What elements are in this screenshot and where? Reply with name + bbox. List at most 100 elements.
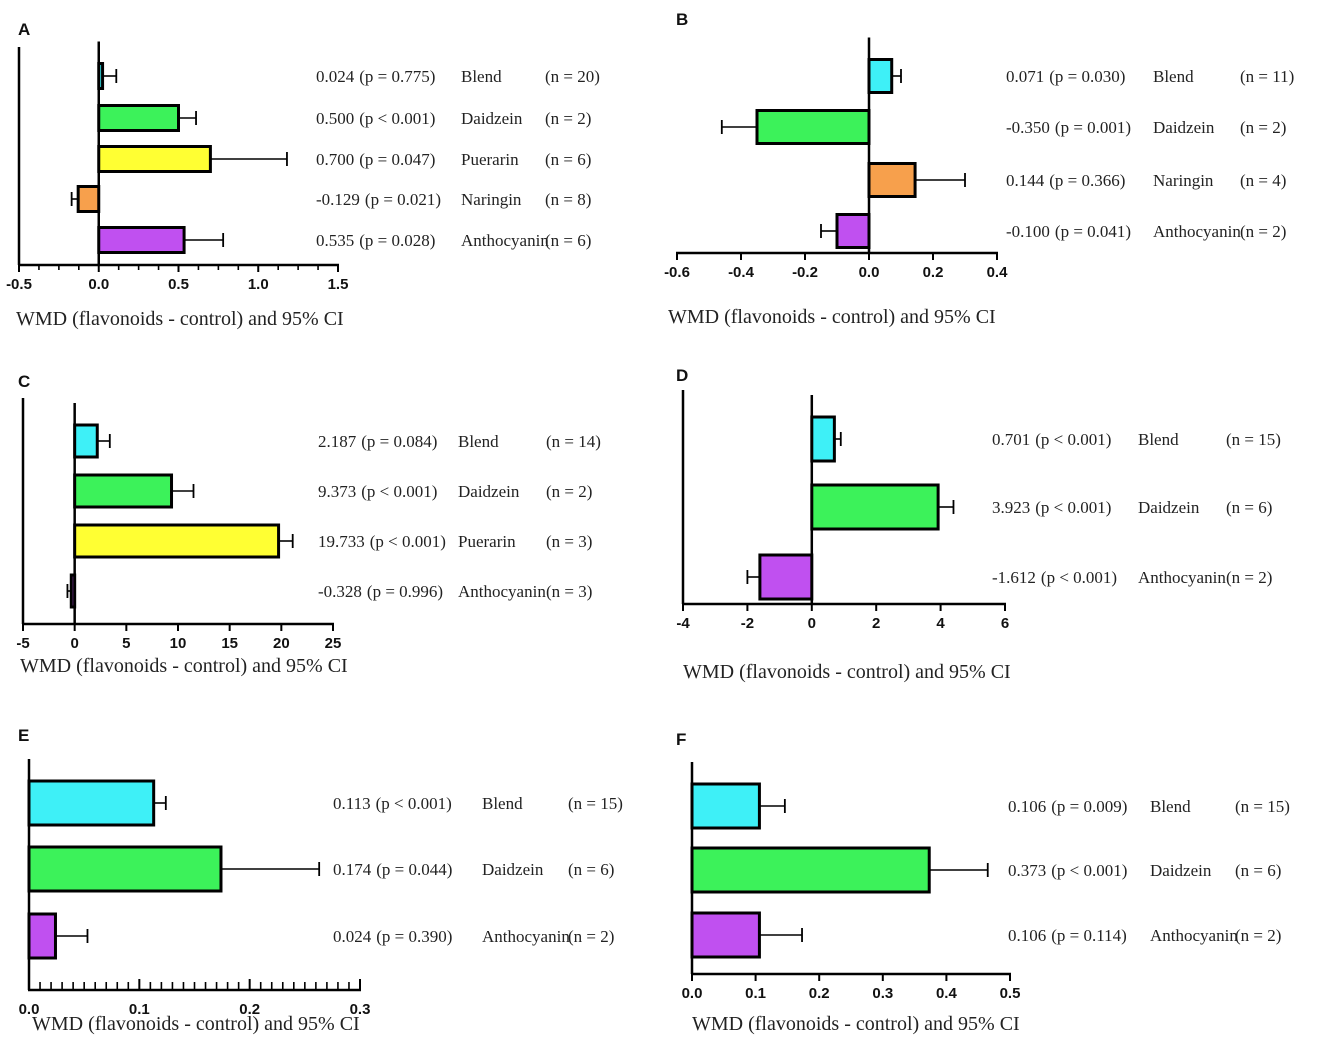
effect-label: 0.700 (p = 0.047) [316, 150, 435, 169]
bar-blend [27, 779, 156, 827]
effect-value: 0.701 [992, 430, 1030, 449]
category-label: Blend [1153, 67, 1194, 86]
effect-label: 19.733 (p < 0.001) [318, 532, 446, 551]
n-label: (n = 6) [545, 231, 591, 250]
p-value: (p = 0.041) [1055, 222, 1131, 241]
x-tick-label: -0.4 [728, 264, 755, 281]
n-label: (n = 20) [545, 67, 600, 86]
panel-letter: B [676, 10, 688, 29]
category-label: Anthocyanin [1153, 222, 1241, 241]
effect-label: -0.328 (p = 0.996) [318, 582, 443, 601]
effect-value: 9.373 [318, 482, 356, 501]
effect-value: 0.500 [316, 109, 354, 128]
p-value: (p = 0.775) [359, 67, 435, 86]
p-value: (p = 0.996) [367, 582, 443, 601]
n-label: (n = 11) [1240, 67, 1294, 86]
n-label: (n = 3) [546, 582, 592, 601]
panel-b: B -0.6 -0.4 -0.2 0.0 0.2 0.4 WMD (flavonoids - … [664, 10, 1294, 328]
x-tick-label: 5 [122, 635, 130, 652]
n-label: (n = 14) [546, 432, 601, 451]
effect-label: 3.923 (p < 0.001) [992, 498, 1111, 517]
effect-value: 0.106 [1008, 797, 1046, 816]
n-label: (n = 15) [1235, 797, 1290, 816]
n-label: (n = 2) [1240, 118, 1286, 137]
bar-anthocyanin [690, 911, 761, 959]
x-tick-label: -4 [676, 615, 690, 632]
category-label: Blend [461, 67, 502, 86]
x-tick-label: 0.1 [745, 985, 766, 1002]
bar-puerarin [73, 523, 281, 559]
effect-value: -1.612 [992, 568, 1036, 587]
effect-value: -0.129 [316, 190, 360, 209]
x-tick-label: 0.5 [168, 276, 189, 293]
p-value: (p = 0.390) [376, 927, 452, 946]
p-value: (p = 0.021) [365, 190, 441, 209]
panel-letter: D [676, 366, 688, 385]
effect-label: -0.129 (p = 0.021) [316, 190, 441, 209]
category-label: Puerarin [461, 150, 519, 169]
bar-blend [810, 415, 836, 463]
category-label: Blend [1150, 797, 1191, 816]
bar-naringin [867, 162, 917, 198]
effect-value: 0.024 [333, 927, 372, 946]
p-value: (p = 0.084) [361, 432, 437, 451]
x-tick-label: -5 [16, 635, 29, 652]
category-label: Blend [1138, 430, 1179, 449]
x-axis-label: WMD (flavonoids - control) and 95% CI [32, 1013, 360, 1035]
x-tick-label: 15 [221, 635, 238, 652]
panel-letter: A [18, 20, 30, 39]
panel-d: D -4 -2 0 2 4 6 WMD (flavonoids - control) and … [676, 366, 1281, 683]
x-tick-label: 10 [170, 635, 187, 652]
panel-letter: F [676, 730, 686, 749]
effect-label: -1.612 (p < 0.001) [992, 568, 1117, 587]
p-value: (p < 0.001) [1051, 861, 1127, 880]
p-value: (p = 0.001) [1055, 118, 1131, 137]
category-label: Anthocyanin [1138, 568, 1226, 587]
category-label: Puerarin [458, 532, 516, 551]
bar-daidzein [690, 846, 931, 894]
x-tick-label: 4 [936, 615, 945, 632]
x-axis-label: WMD (flavonoids - control) and 95% CI [20, 655, 348, 677]
effect-value: 0.174 [333, 860, 372, 879]
p-value: (p = 0.044) [376, 860, 452, 879]
effect-label: 0.701 (p < 0.001) [992, 430, 1111, 449]
p-value: (p < 0.001) [370, 532, 446, 551]
bar-naringin [76, 185, 101, 213]
category-label: Anthocyanin [458, 582, 546, 601]
x-tick-label: 0.4 [987, 264, 1009, 281]
p-value: (p < 0.001) [1041, 568, 1117, 587]
effect-label: 0.174 (p = 0.044) [333, 860, 452, 879]
panel-letter: E [18, 726, 29, 745]
bar-daidzein [755, 109, 871, 145]
x-tick-label: 1.0 [248, 276, 269, 293]
p-value: (p < 0.001) [1035, 498, 1111, 517]
effect-value: 0.113 [333, 794, 371, 813]
x-axis-label: WMD (flavonoids - control) and 95% CI [692, 1013, 1020, 1035]
effect-label: 0.106 (p = 0.114) [1008, 926, 1127, 945]
category-label: Daidzein [1138, 498, 1200, 517]
n-label: (n = 4) [1240, 171, 1286, 190]
x-tick-label: 2 [872, 615, 880, 632]
category-label: Daidzein [458, 482, 520, 501]
x-tick-label: 6 [1001, 615, 1009, 632]
n-label: (n = 6) [1226, 498, 1272, 517]
effect-label: 0.113 (p < 0.001) [333, 794, 452, 813]
effect-value: 0.024 [316, 67, 355, 86]
bar-blend [690, 782, 761, 830]
n-label: (n = 8) [545, 190, 591, 209]
bar-daidzein [27, 845, 223, 893]
bar-anthocyanin [27, 912, 57, 960]
category-label: Blend [458, 432, 499, 451]
x-tick-label: 0.4 [936, 985, 958, 1002]
x-tick-label: 20 [273, 635, 290, 652]
category-label: Daidzein [482, 860, 544, 879]
effect-value: 0.071 [1006, 67, 1044, 86]
x-tick-label: 0.2 [809, 985, 830, 1002]
effect-value: -0.328 [318, 582, 362, 601]
bar-daidzein [97, 104, 180, 132]
bar-anthocyanin [758, 553, 814, 601]
bar-anthocyanin [97, 226, 186, 254]
effect-label: 0.373 (p < 0.001) [1008, 861, 1127, 880]
effect-label: 2.187 (p = 0.084) [318, 432, 437, 451]
n-label: (n = 2) [1235, 926, 1281, 945]
